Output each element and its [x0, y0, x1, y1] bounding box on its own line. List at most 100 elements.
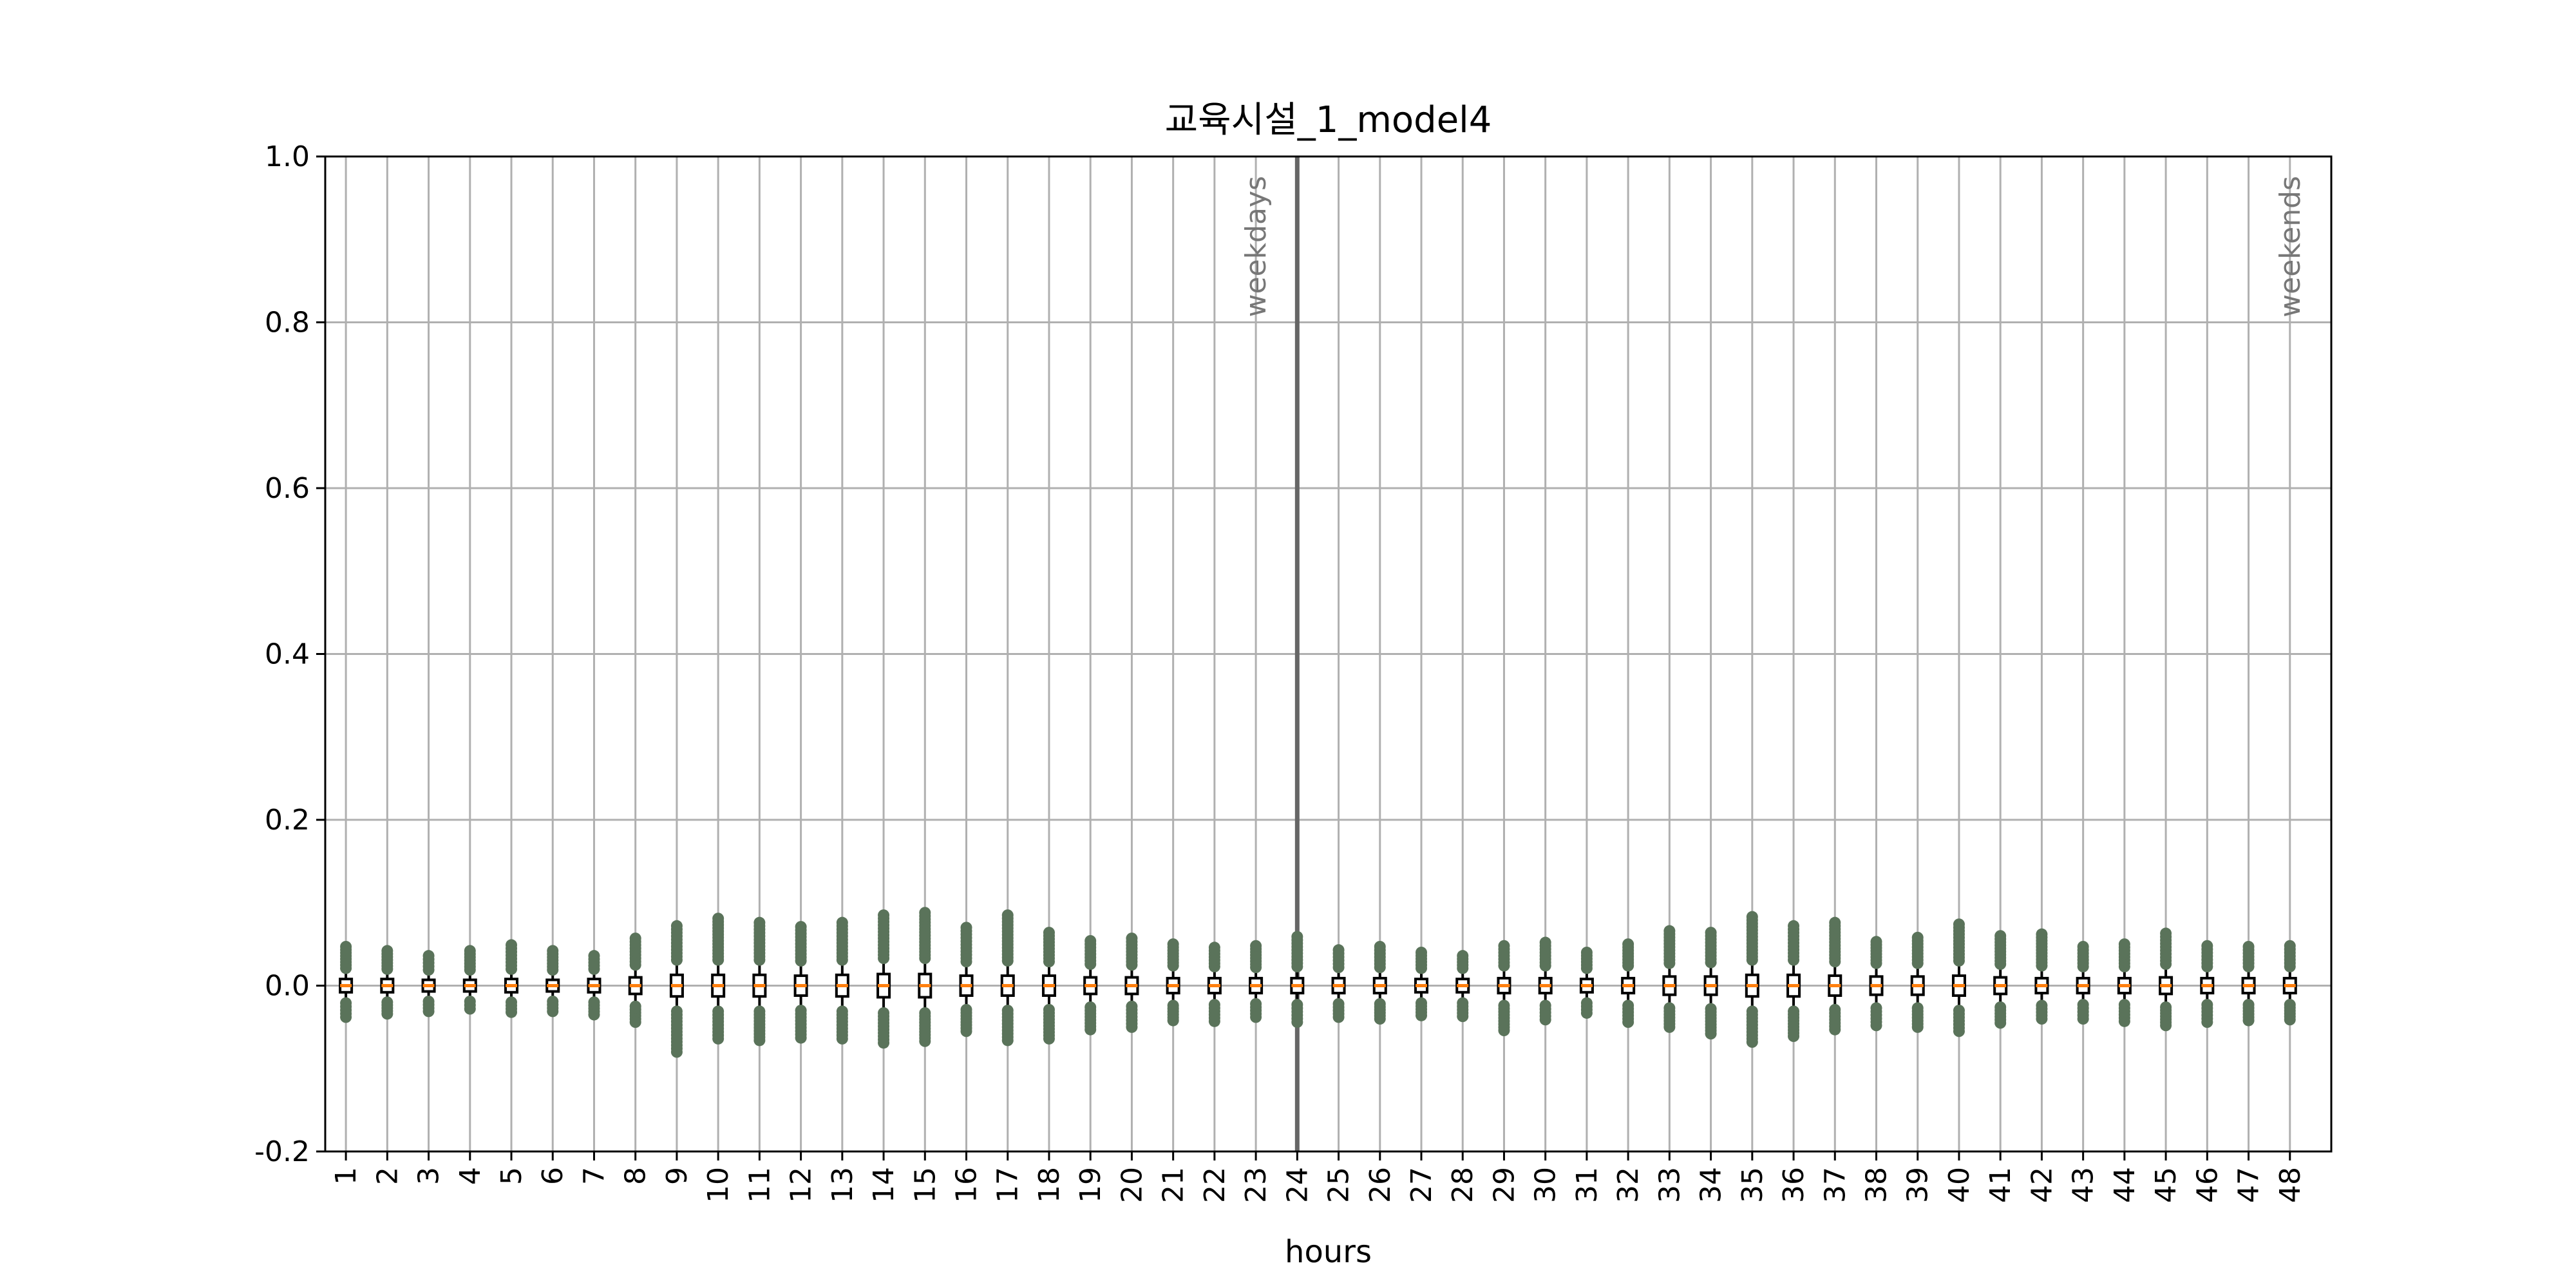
flier-point	[1208, 942, 1220, 954]
x-tick-label: 13	[826, 1167, 859, 1203]
flier-point	[1663, 925, 1676, 937]
fliers-10	[712, 913, 724, 1045]
x-tick-label: 45	[2150, 1167, 2183, 1203]
flier-point	[1870, 936, 1882, 948]
box-29	[1497, 968, 1511, 1003]
flier-point	[1911, 1021, 1924, 1033]
box-4	[462, 972, 477, 999]
fliers-28	[1457, 950, 1469, 1023]
box-27	[1414, 971, 1429, 1001]
flier-point	[340, 940, 352, 952]
fliers-35	[1746, 911, 1758, 1048]
x-tick-label: 26	[1364, 1167, 1397, 1203]
flier-point	[795, 1032, 807, 1044]
x-axis-ticks: 1 2 3 4 5 6 7 8 9 10 11 12 13 14 15 16 17 18 19 20 21 22 23 24 2…	[330, 1151, 2307, 1203]
flier-point	[712, 913, 724, 925]
fliers-23	[1250, 940, 1262, 1023]
flier-point	[1126, 933, 1138, 945]
flier-point	[588, 950, 600, 962]
x-tick-label: 2	[371, 1167, 404, 1185]
fliers-11	[753, 916, 766, 1046]
fliers-38	[1870, 936, 1882, 1032]
flier-point	[878, 1037, 890, 1049]
flier-point	[836, 1032, 848, 1045]
box-13	[835, 962, 849, 1009]
box-23	[1249, 970, 1264, 1001]
x-tick-label: 34	[1695, 1167, 1728, 1203]
flier-point	[1374, 1013, 1386, 1025]
box-33	[1662, 965, 1677, 1006]
flier-point	[2201, 1016, 2213, 1028]
fliers-30	[1539, 936, 1551, 1026]
x-tick-label: 31	[1571, 1167, 1604, 1203]
box-36	[1786, 962, 1801, 1009]
flier-point	[1539, 1014, 1551, 1026]
flier-point	[1746, 911, 1758, 923]
flier-point	[2036, 928, 2048, 940]
flier-point	[753, 916, 766, 929]
fliers-6	[547, 945, 559, 1018]
box-17	[1000, 963, 1015, 1009]
fliers-9	[670, 920, 683, 1058]
fliers-22	[1208, 942, 1220, 1027]
x-tick-label: 36	[1777, 1167, 1810, 1203]
box-46	[2200, 969, 2215, 1003]
flier-point	[712, 1032, 724, 1045]
fliers-36	[1788, 920, 1800, 1043]
flier-point	[2036, 1013, 2048, 1025]
flier-point	[1208, 1015, 1220, 1027]
flier-point	[2077, 940, 2089, 952]
flier-point	[506, 939, 518, 951]
annotation-weekdays: weekdays	[1240, 176, 1273, 317]
fliers-20	[1126, 933, 1138, 1033]
flier-point	[2118, 938, 2130, 951]
flier-point	[753, 1034, 766, 1046]
flier-point	[1457, 1010, 1469, 1023]
fliers-29	[1498, 940, 1510, 1037]
box-19	[1083, 966, 1098, 1005]
annotations: weekdays weekends	[1240, 176, 2307, 317]
x-tick-label: 21	[1157, 1167, 1190, 1203]
box-47	[2241, 969, 2256, 1003]
fliers-40	[1953, 918, 1965, 1037]
x-tick-label: 22	[1198, 1167, 1231, 1203]
x-tick-label: 48	[2274, 1167, 2307, 1203]
x-tick-label: 25	[1323, 1167, 1356, 1203]
fliers-16	[960, 922, 972, 1037]
x-tick-label: 32	[1612, 1167, 1645, 1203]
flier-point	[836, 916, 848, 929]
flier-point	[588, 1009, 600, 1021]
fliers-4	[464, 945, 476, 1015]
x-tick-label: 17	[992, 1167, 1025, 1203]
flier-point	[1829, 1023, 1841, 1036]
x-tick-label: 28	[1446, 1167, 1479, 1203]
flier-point	[422, 950, 435, 962]
y-tick-label: 1.0	[265, 140, 310, 173]
flier-point	[1291, 1016, 1303, 1028]
x-tick-label: 41	[1984, 1167, 2017, 1203]
flier-point	[1705, 1028, 1717, 1040]
x-tick-label: 35	[1736, 1167, 1769, 1203]
flier-point	[1622, 1016, 1634, 1028]
box-24	[1290, 969, 1305, 1003]
fliers-5	[506, 939, 518, 1018]
x-tick-label: 27	[1405, 1167, 1438, 1203]
box-35	[1745, 962, 1759, 1009]
x-tick-label: 39	[1902, 1167, 1935, 1203]
flier-point	[1126, 1021, 1138, 1033]
flier-point	[1084, 934, 1097, 947]
flier-point	[1746, 1036, 1758, 1048]
fliers-2	[381, 945, 393, 1020]
x-tick-label: 38	[1861, 1167, 1893, 1203]
flier-point	[1416, 1009, 1428, 1021]
y-axis-ticks: -0.2 0.0 0.2 0.4 0.6 0.8 1.0	[254, 140, 325, 1168]
x-tick-label: 23	[1240, 1167, 1273, 1203]
box-8	[628, 967, 643, 1004]
y-tick-label: 0.0	[265, 970, 310, 1003]
flier-point	[1167, 938, 1179, 951]
flier-point	[2242, 1014, 2255, 1027]
x-tick-label: 46	[2191, 1167, 2224, 1203]
box-7	[587, 971, 601, 1000]
flier-point	[1953, 1025, 1965, 1037]
box-1	[339, 971, 354, 1001]
